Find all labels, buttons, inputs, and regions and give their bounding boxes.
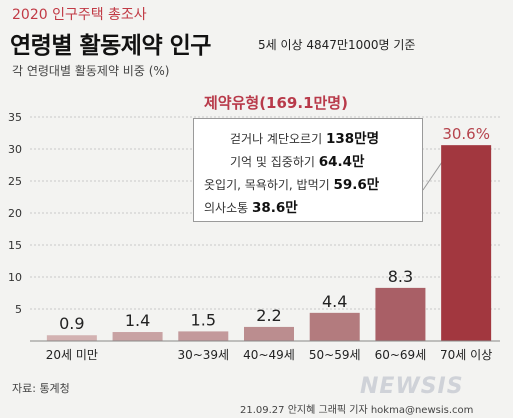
bar bbox=[112, 332, 163, 341]
bar-value-label: 1.4 bbox=[125, 311, 150, 330]
newsis-logo: NEWSIS bbox=[360, 374, 464, 399]
credit-line: 21.09.27 안지혜 그래픽 기자 hokma@newsis.com bbox=[240, 405, 474, 416]
page-title: 연령별 활동제약 인구 bbox=[10, 33, 211, 59]
callout-line-memory: 기억 및 집중하기 64.4만 bbox=[230, 154, 365, 170]
x-tick-label: 40~49세 bbox=[243, 348, 295, 362]
bar bbox=[309, 312, 360, 341]
bar-value-label: 30.6% bbox=[442, 125, 490, 143]
callout-line-communication: 의사소통 38.6만 bbox=[204, 200, 298, 216]
y-tick-label: 10 bbox=[8, 271, 22, 284]
bar bbox=[244, 326, 294, 341]
x-tick-label: 30~39세 bbox=[177, 348, 229, 362]
callout-line-walking: 걷거나 계단오르기 138만명 bbox=[230, 131, 379, 147]
bar bbox=[441, 145, 492, 341]
y-tick-label: 30 bbox=[8, 143, 22, 156]
y-tick-label: 25 bbox=[8, 175, 22, 188]
y-tick-label: 20 bbox=[8, 207, 22, 220]
x-tick-label: 20세 미만 bbox=[46, 348, 98, 362]
x-tick-label: 70세 이상 bbox=[440, 348, 492, 362]
x-tick-label: 60~69세 bbox=[375, 348, 427, 362]
callout-line-selfcare: 옷입기, 목욕하기, 밥먹기 59.6만 bbox=[204, 177, 380, 193]
survey-name: 2020 인구주택 총조사 bbox=[12, 7, 147, 23]
bar bbox=[178, 331, 229, 341]
bar-value-label: 0.9 bbox=[59, 314, 84, 333]
x-tick-label: 50~59세 bbox=[309, 348, 361, 362]
y-tick-label: 15 bbox=[8, 239, 22, 252]
bar bbox=[46, 335, 97, 341]
bar-value-label: 4.4 bbox=[322, 292, 347, 311]
bar bbox=[375, 287, 426, 341]
y-tick-label: 35 bbox=[8, 111, 22, 124]
chart-subtitle: 각 연령대별 활동제약 비중 (%) bbox=[12, 64, 170, 78]
basis-note: 5세 이상 4847만1000명 기준 bbox=[258, 38, 416, 52]
bar-value-label: 1.5 bbox=[191, 310, 216, 329]
callout-title: 제약유형(169.1만명) bbox=[204, 94, 348, 112]
bar-value-label: 8.3 bbox=[388, 267, 413, 286]
y-tick-label: 5 bbox=[15, 303, 22, 316]
bar-value-label: 2.2 bbox=[256, 306, 281, 325]
constraint-type-box: 걷거나 계단오르기 138만명 기억 및 집중하기 64.4만 옷입기, 목욕하… bbox=[193, 118, 423, 222]
source-note: 자료: 통계청 bbox=[12, 382, 70, 395]
